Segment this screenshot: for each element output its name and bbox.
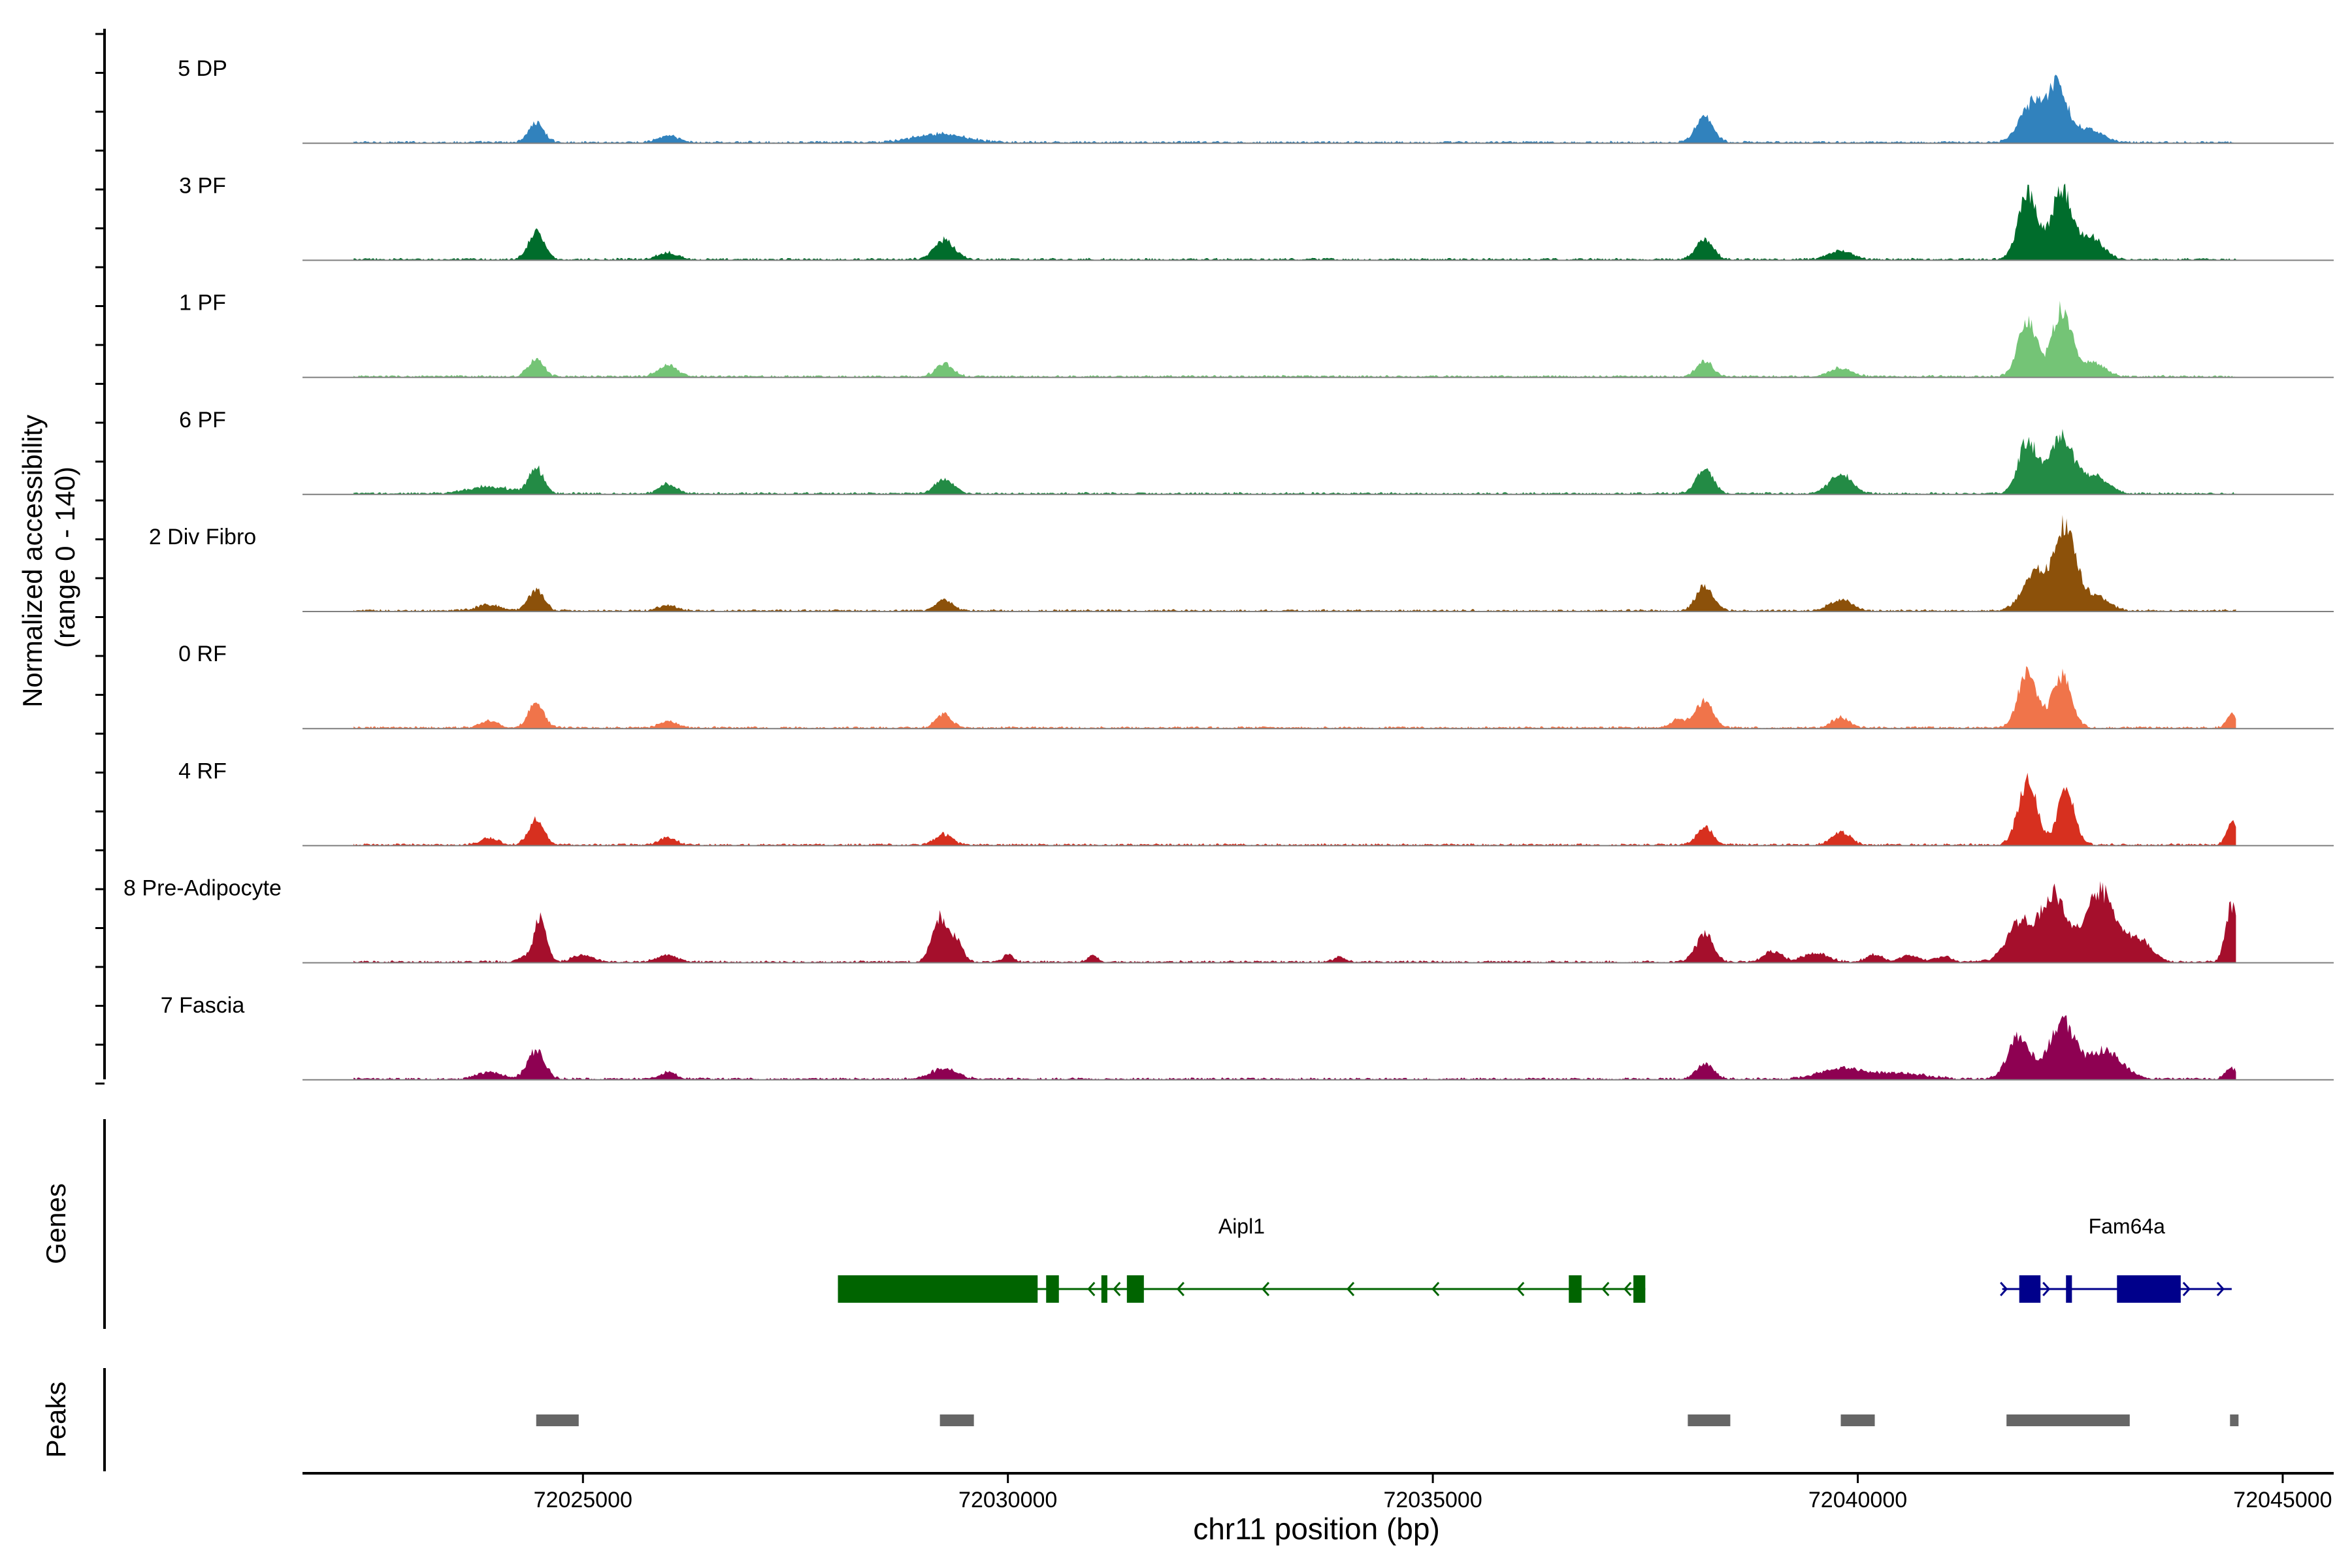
coverage-area xyxy=(353,429,2236,495)
gene-exon xyxy=(838,1275,1038,1303)
track-left-axis xyxy=(95,29,106,1085)
genes-panel-label: Genes xyxy=(41,1183,71,1264)
coverage-area xyxy=(353,881,2236,963)
track-8-pre-adipocyte: 8 Pre-Adipocyte xyxy=(123,876,2334,964)
y-axis-label-line2: (range 0 - 140) xyxy=(50,466,80,648)
strand-arrow xyxy=(2182,1281,2191,1297)
track-label: 3 PF xyxy=(179,173,226,198)
x-tick-label: 72035000 xyxy=(1383,1488,1482,1512)
gene-exon xyxy=(1569,1275,1582,1303)
strand-arrow xyxy=(1431,1281,1440,1297)
coverage-area xyxy=(353,515,2236,612)
track-label: 6 PF xyxy=(179,408,226,433)
track-2-div-fibro: 2 Div Fibro xyxy=(149,515,2334,612)
track-label: 4 RF xyxy=(178,759,227,783)
gene-label: Fam64a xyxy=(2089,1215,2166,1238)
gene-aipl1: Aipl1 xyxy=(838,1215,1646,1303)
track-7-fascia: 7 Fascia xyxy=(161,993,2334,1081)
gene-exon xyxy=(1046,1275,1059,1303)
coverage-area xyxy=(353,772,2236,846)
peak-region xyxy=(536,1414,579,1426)
y-axis-label: Normalized accessibility (range 0 - 140) xyxy=(17,407,80,708)
track-0-rf: 0 RF xyxy=(178,642,2334,730)
strand-arrow xyxy=(1624,1281,1632,1297)
x-tick-label: 72045000 xyxy=(2233,1488,2332,1512)
peak-region xyxy=(1688,1414,1731,1426)
strand-arrow xyxy=(2000,1281,2008,1297)
peak-region xyxy=(2230,1414,2239,1426)
peak-region xyxy=(1840,1414,1875,1426)
track-4-rf: 4 RF xyxy=(178,759,2334,847)
coverage-area xyxy=(353,184,2236,261)
strand-arrow xyxy=(2042,1281,2051,1297)
track-label: 1 PF xyxy=(179,291,226,316)
peak-region xyxy=(2006,1414,2130,1426)
gene-label: Aipl1 xyxy=(1218,1215,1265,1238)
x-tick-label: 72040000 xyxy=(1808,1488,1907,1512)
coverage-area xyxy=(353,301,2236,378)
gene-exon xyxy=(1101,1275,1107,1303)
track-1-pf: 1 PF xyxy=(179,291,2334,378)
track-3-pf: 3 PF xyxy=(179,173,2334,261)
peak-region-track xyxy=(536,1414,2239,1426)
gene-exon xyxy=(2019,1275,2041,1303)
track-5-dp: 5 DP xyxy=(178,56,2334,144)
strand-arrow xyxy=(2216,1281,2225,1297)
track-label: 0 RF xyxy=(178,642,227,666)
strand-arrow xyxy=(1347,1281,1355,1297)
coverage-area xyxy=(353,1015,2236,1080)
track-label: 7 Fascia xyxy=(161,993,245,1018)
strand-arrow xyxy=(1087,1281,1096,1297)
x-tick-label: 72030000 xyxy=(958,1488,1057,1512)
gene-fam64a: Fam64a xyxy=(2000,1215,2232,1303)
track-label: 5 DP xyxy=(178,56,227,81)
strand-arrow xyxy=(1601,1281,1610,1297)
x-axis: 72025000 72030000 72035000 72040000 72045000 xyxy=(302,1472,2334,1512)
strand-arrow xyxy=(1113,1281,1121,1297)
strand-arrow xyxy=(1176,1281,1184,1297)
y-axis-label-line1: Normalized accessibility xyxy=(17,415,48,708)
gene-exon xyxy=(2117,1275,2181,1303)
gene-exon xyxy=(1126,1275,1144,1303)
gene-exon xyxy=(2066,1275,2072,1303)
strand-arrow xyxy=(1516,1281,1525,1297)
coverage-tracks: 5 DP 3 PF 1 PF 6 PF 2 Div Fibro 0 RF 4 RF 8 Pre… xyxy=(123,56,2334,1081)
track-6-pf: 6 PF xyxy=(179,408,2334,495)
peaks-panel-label: Peaks xyxy=(41,1382,71,1458)
track-label: 2 Div Fibro xyxy=(149,525,256,549)
x-axis-label: chr11 position (bp) xyxy=(1193,1512,1440,1546)
gene-annotation-track: Aipl1 Fam64a xyxy=(838,1215,2232,1303)
gene-exon xyxy=(1633,1275,1646,1303)
track-label: 8 Pre-Adipocyte xyxy=(123,876,282,901)
x-tick-label: 72025000 xyxy=(534,1488,632,1512)
peak-region xyxy=(939,1414,974,1426)
coverage-area xyxy=(353,666,2236,729)
strand-arrow xyxy=(1261,1281,1270,1297)
coverage-area xyxy=(353,74,2236,144)
